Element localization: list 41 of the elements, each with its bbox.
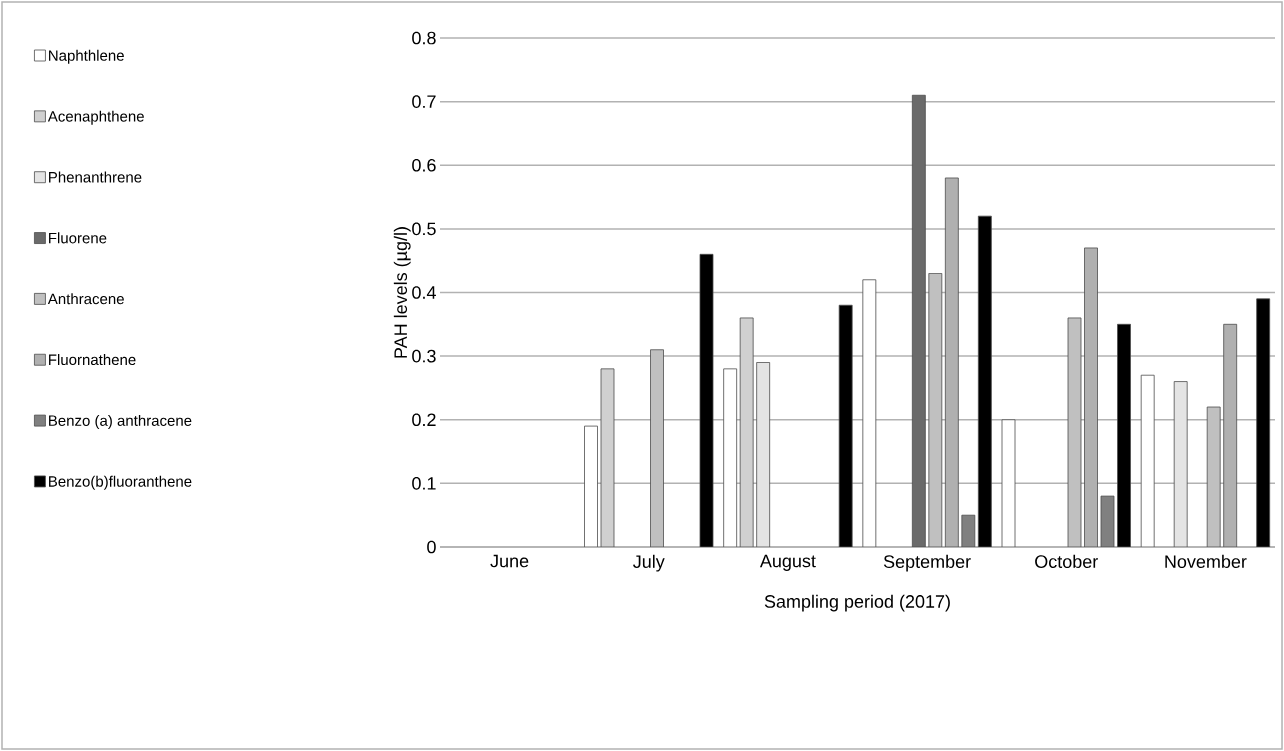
legend-label: Acenaphthene	[47, 110, 144, 125]
x-tick-label: September	[883, 554, 971, 572]
x-tick-label: November	[1165, 554, 1247, 568]
x-tick-label: October	[1035, 554, 1098, 568]
legend-label: Fluorene	[49, 232, 107, 244]
x-tick-label: July	[633, 554, 665, 572]
y-tick-label: 0.7	[412, 95, 436, 108]
bar	[1001, 419, 1016, 547]
bar	[584, 425, 598, 547]
bar	[928, 273, 943, 547]
bar	[977, 215, 992, 547]
legend-label: Naphthlene	[49, 49, 124, 64]
y-tick-label: 0.2	[412, 413, 436, 427]
legend-label: Fluornathene	[49, 354, 136, 366]
y-tick-label: 0.5	[412, 222, 436, 236]
y-tick-label: 0.6	[412, 158, 436, 172]
bar	[1173, 381, 1188, 547]
y-tick-label: 0.4	[412, 286, 436, 299]
y-tick-label: 0.3	[412, 349, 436, 363]
bar	[756, 362, 771, 547]
legend-label: Phenanthrene	[49, 171, 142, 183]
legend-label: Anthracene	[47, 293, 124, 305]
x-tick-label: June	[490, 554, 529, 568]
legend-label: Benzo(b)fluoranthene	[49, 475, 192, 490]
bar	[1140, 374, 1155, 547]
bar	[1206, 406, 1221, 547]
bar	[862, 279, 877, 547]
bar	[838, 304, 853, 547]
bar	[739, 317, 754, 547]
y-tick-label: 0.8	[412, 31, 436, 45]
x-axis-title: Sampling period (2017)	[764, 594, 950, 612]
bar	[1256, 298, 1271, 547]
y-axis-title: PAH levels (µg/l)	[393, 227, 411, 358]
x-tick-label: August	[759, 554, 816, 571]
y-tick-label: 0.1	[412, 477, 436, 490]
bar	[1117, 323, 1131, 547]
legend-label: Benzo (a) anthracene	[49, 414, 192, 429]
bar	[723, 368, 738, 547]
bar	[650, 349, 664, 547]
y-tick-label: 0	[427, 540, 436, 554]
bar	[1067, 317, 1082, 547]
